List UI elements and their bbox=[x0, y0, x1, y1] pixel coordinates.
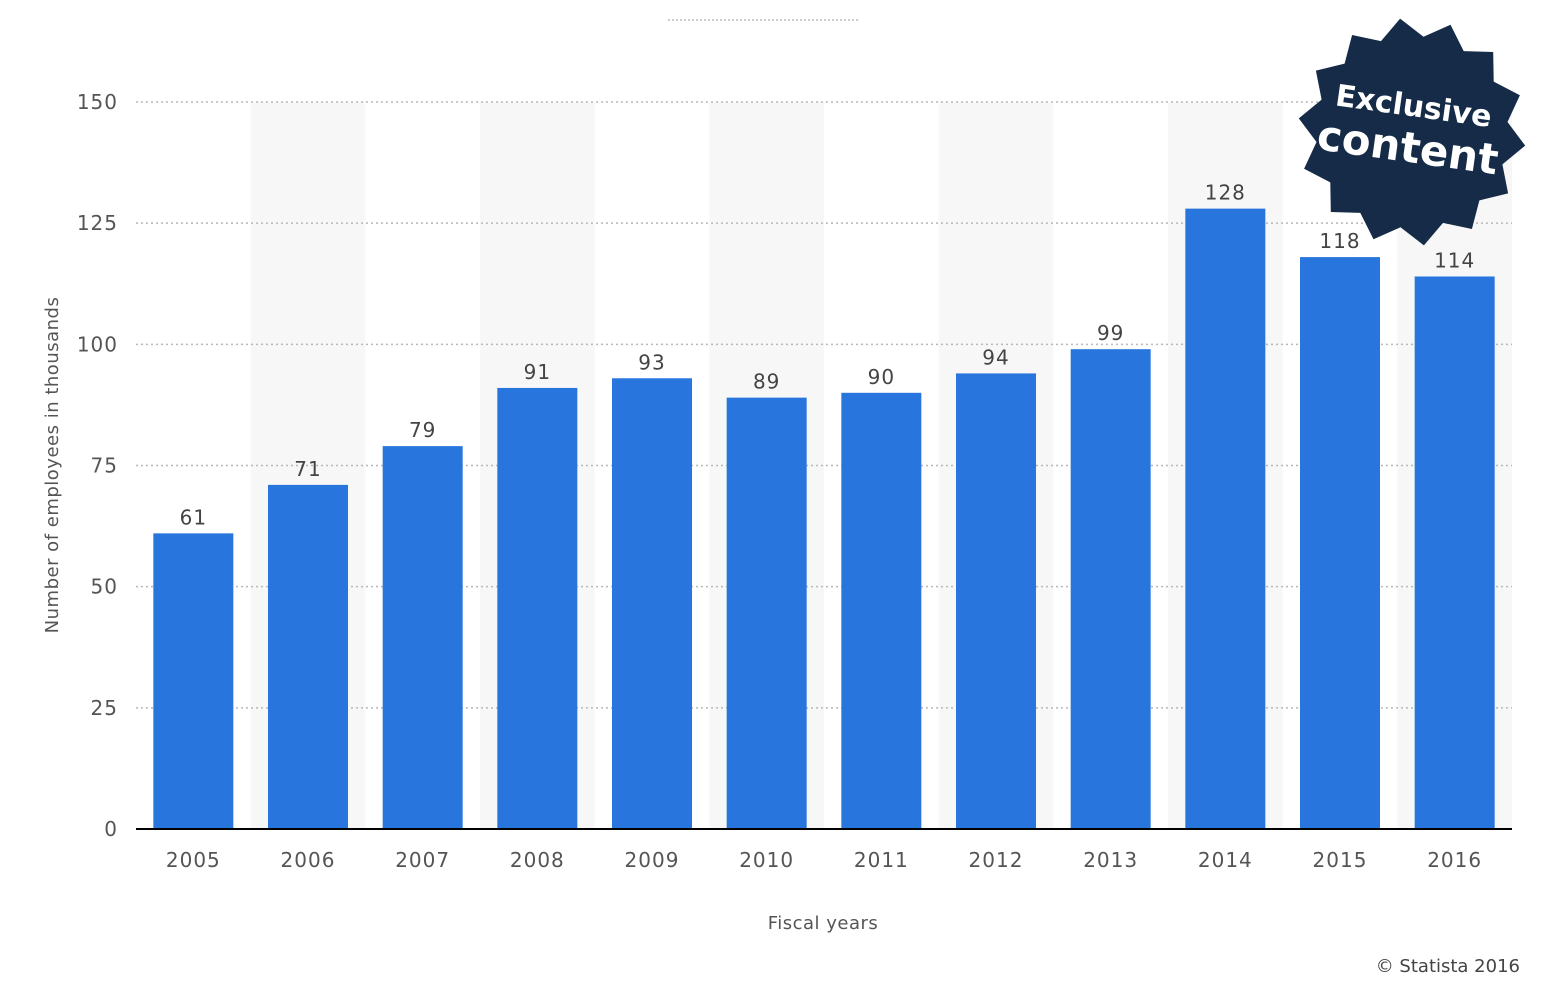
bar-value-label: 71 bbox=[294, 457, 321, 481]
bar[interactable] bbox=[497, 387, 578, 829]
exclusive-content-badge[interactable]: Exclusive content bbox=[1298, 18, 1526, 246]
x-tick-label: 2008 bbox=[510, 848, 565, 872]
x-tick-label: 2016 bbox=[1427, 848, 1482, 872]
y-tick-label: 25 bbox=[91, 696, 118, 720]
bar-value-label: 89 bbox=[753, 370, 780, 394]
y-tick-label: 50 bbox=[91, 575, 118, 599]
x-tick-label: 2007 bbox=[395, 848, 450, 872]
x-tick-label: 2013 bbox=[1083, 848, 1138, 872]
bar-value-label: 91 bbox=[524, 360, 551, 384]
bar-value-label: 79 bbox=[409, 418, 436, 442]
bar-value-label: 90 bbox=[868, 365, 895, 389]
bar-value-label: 94 bbox=[982, 345, 1009, 369]
x-axis-ticks: 2005 2006 2007 2008 2009 2010 2011 2012 2013 2014… bbox=[166, 848, 1482, 872]
gridlines bbox=[136, 101, 1512, 709]
y-axis-title: Number of employees in thousands bbox=[42, 297, 63, 634]
bar-value-label: 93 bbox=[638, 350, 665, 374]
bar-value-label: 61 bbox=[180, 505, 207, 529]
y-tick-label: 150 bbox=[77, 90, 118, 114]
bar[interactable] bbox=[1414, 276, 1495, 830]
x-tick-label: 2010 bbox=[739, 848, 794, 872]
bar-value-label: 128 bbox=[1205, 181, 1246, 205]
bar[interactable] bbox=[1300, 257, 1380, 829]
bars bbox=[153, 208, 1495, 830]
x-tick-label: 2011 bbox=[854, 848, 909, 872]
x-tick-label: 2009 bbox=[625, 848, 680, 872]
y-axis-ticks: 0 25 50 75 100 125 150 bbox=[77, 90, 118, 841]
copyright-text: © Statista 2016 bbox=[1376, 956, 1520, 977]
bar[interactable] bbox=[841, 392, 922, 829]
y-tick-label: 75 bbox=[91, 454, 118, 478]
bar[interactable] bbox=[1185, 208, 1266, 830]
x-axis-title: Fiscal years bbox=[768, 913, 879, 934]
y-tick-label: 0 bbox=[104, 817, 118, 841]
bar-data-labels: 61 71 79 91 93 89 90 94 99 128 118 114 bbox=[180, 181, 1475, 530]
y-tick-label: 125 bbox=[77, 211, 118, 235]
bar-value-label: 114 bbox=[1434, 248, 1475, 272]
bar-value-label: 118 bbox=[1319, 229, 1360, 253]
bar[interactable] bbox=[382, 446, 463, 829]
bar[interactable] bbox=[956, 373, 1036, 829]
x-tick-label: 2014 bbox=[1198, 848, 1253, 872]
bar[interactable] bbox=[612, 378, 692, 829]
y-tick-label: 100 bbox=[77, 332, 118, 356]
x-tick-label: 2012 bbox=[969, 848, 1024, 872]
bar[interactable] bbox=[1070, 349, 1151, 829]
bar-value-label: 99 bbox=[1097, 321, 1124, 345]
bar[interactable] bbox=[726, 397, 807, 829]
bar[interactable] bbox=[268, 484, 348, 829]
x-tick-label: 2015 bbox=[1313, 848, 1368, 872]
badge-seal-icon bbox=[1298, 18, 1526, 246]
x-tick-label: 2005 bbox=[166, 848, 221, 872]
bar[interactable] bbox=[153, 533, 234, 829]
x-tick-label: 2006 bbox=[281, 848, 336, 872]
